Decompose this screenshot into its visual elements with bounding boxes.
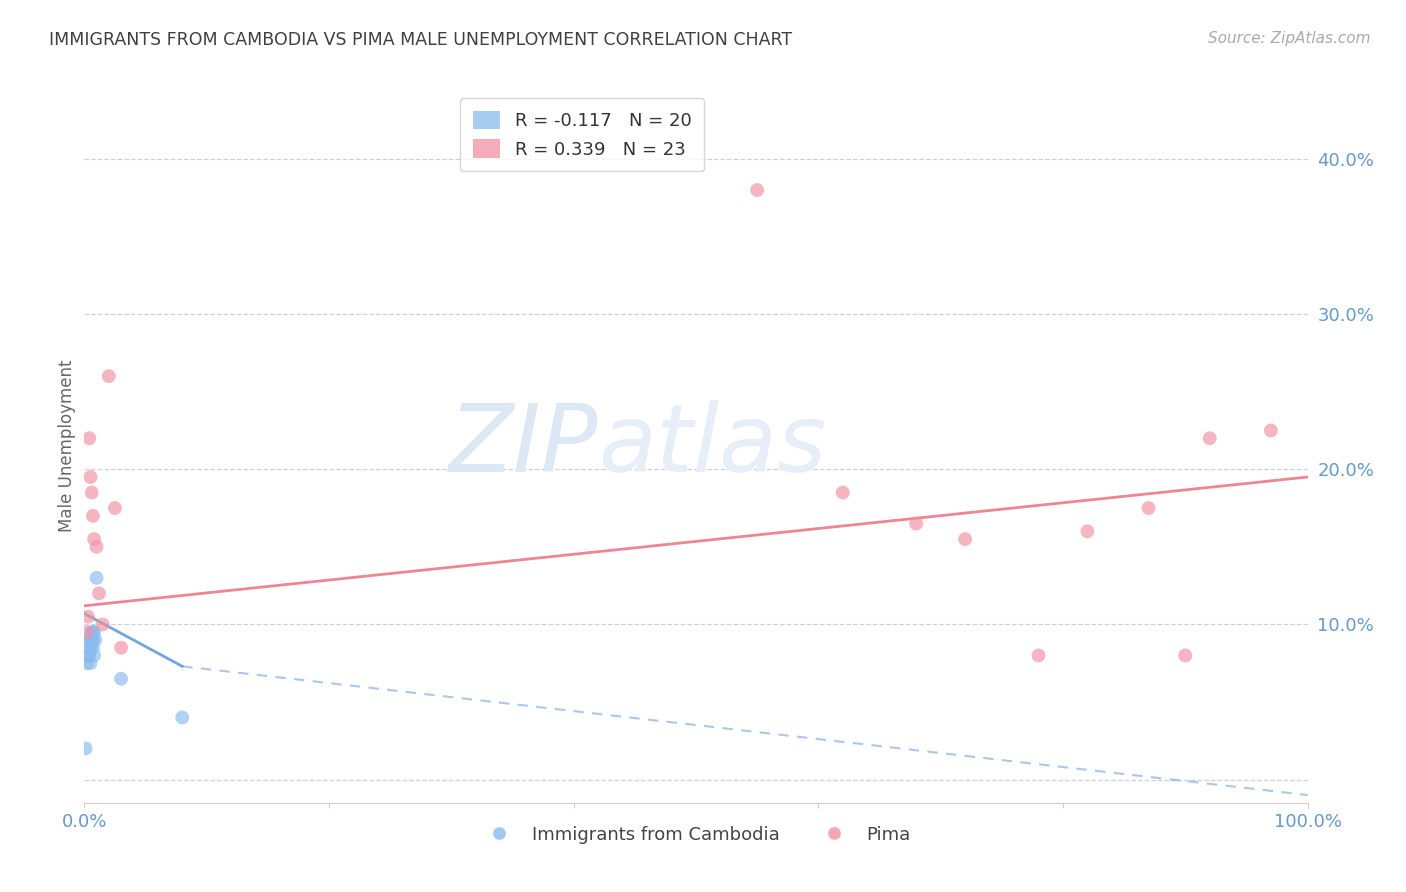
Point — [80, 625, 103, 640]
Point — [82, 508, 104, 523]
Point — [77, 648, 100, 663]
Point — [84, 632, 107, 647]
Point — [1028, 648, 1050, 663]
Point — [79, 632, 101, 647]
Point — [77, 640, 100, 655]
Point — [75, 741, 97, 756]
Point — [82, 625, 104, 640]
Point — [1260, 424, 1282, 438]
Point — [76, 625, 98, 640]
Point — [905, 516, 928, 531]
Point — [80, 632, 103, 647]
Point — [87, 586, 110, 600]
Point — [86, 571, 108, 585]
Point — [1198, 431, 1220, 445]
Point — [172, 710, 194, 724]
Point — [80, 485, 103, 500]
Point — [76, 656, 98, 670]
Point — [77, 431, 100, 445]
Point — [77, 648, 100, 663]
Point — [110, 640, 132, 655]
Point — [83, 532, 105, 546]
Y-axis label: Male Unemployment: Male Unemployment — [58, 359, 76, 533]
Text: ZIP: ZIP — [449, 401, 598, 491]
Point — [83, 648, 105, 663]
Point — [91, 617, 114, 632]
Point — [1076, 524, 1098, 539]
Point — [953, 532, 976, 546]
Point — [831, 485, 853, 500]
Point — [1137, 501, 1160, 516]
Point — [83, 625, 105, 640]
Point — [1174, 648, 1197, 663]
Point — [747, 183, 769, 197]
Point — [82, 640, 104, 655]
Point — [79, 470, 101, 484]
Point — [79, 656, 101, 670]
Point — [79, 640, 101, 655]
Text: atlas: atlas — [598, 401, 827, 491]
Point — [110, 672, 132, 686]
Text: IMMIGRANTS FROM CAMBODIA VS PIMA MALE UNEMPLOYMENT CORRELATION CHART: IMMIGRANTS FROM CAMBODIA VS PIMA MALE UN… — [49, 31, 793, 49]
Point — [97, 369, 120, 384]
Point — [77, 609, 100, 624]
Legend: Immigrants from Cambodia, Pima: Immigrants from Cambodia, Pima — [474, 819, 918, 851]
Text: Source: ZipAtlas.com: Source: ZipAtlas.com — [1208, 31, 1371, 46]
Point — [77, 632, 100, 647]
Point — [104, 501, 127, 516]
Point — [82, 632, 104, 647]
Point — [86, 540, 108, 554]
